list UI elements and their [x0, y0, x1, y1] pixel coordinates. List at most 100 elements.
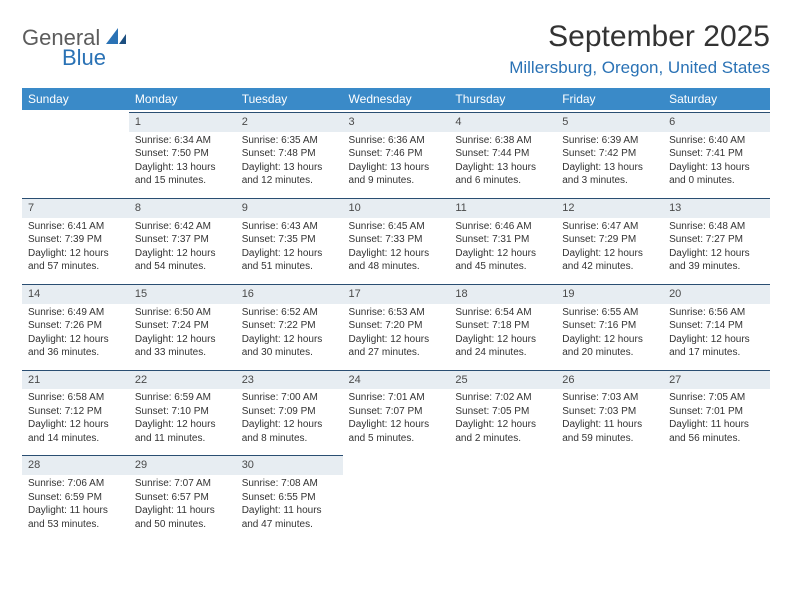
daylight-text: Daylight: 12 hours and 51 minutes.: [242, 247, 337, 274]
sunrise-text: Sunrise: 6:40 AM: [669, 134, 764, 148]
sunset-text: Sunset: 7:27 PM: [669, 233, 764, 247]
weekday-header: Monday: [129, 88, 236, 110]
sunset-text: Sunset: 7:44 PM: [455, 147, 550, 161]
sunrise-text: Sunrise: 6:54 AM: [455, 306, 550, 320]
sunrise-text: Sunrise: 6:42 AM: [135, 220, 230, 234]
day-number: 16: [236, 284, 343, 304]
day-number: 18: [449, 284, 556, 304]
daylight-text: Daylight: 12 hours and 17 minutes.: [669, 333, 764, 360]
sunrise-text: Sunrise: 6:34 AM: [135, 134, 230, 148]
calendar-day-cell: 30Sunrise: 7:08 AMSunset: 6:55 PMDayligh…: [236, 453, 343, 539]
calendar-week-row: 7Sunrise: 6:41 AMSunset: 7:39 PMDaylight…: [22, 196, 770, 282]
calendar-day-cell: 4Sunrise: 6:38 AMSunset: 7:44 PMDaylight…: [449, 110, 556, 196]
sunrise-text: Sunrise: 6:56 AM: [669, 306, 764, 320]
day-number: 9: [236, 198, 343, 218]
day-number: 15: [129, 284, 236, 304]
calendar-day-cell: 8Sunrise: 6:42 AMSunset: 7:37 PMDaylight…: [129, 196, 236, 282]
calendar-day-cell: 14Sunrise: 6:49 AMSunset: 7:26 PMDayligh…: [22, 282, 129, 368]
daylight-text: Daylight: 12 hours and 39 minutes.: [669, 247, 764, 274]
sunrise-text: Sunrise: 7:06 AM: [28, 477, 123, 491]
sunset-text: Sunset: 6:55 PM: [242, 491, 337, 505]
weekday-header: Sunday: [22, 88, 129, 110]
day-number: 11: [449, 198, 556, 218]
sunset-text: Sunset: 7:46 PM: [349, 147, 444, 161]
sunset-text: Sunset: 7:20 PM: [349, 319, 444, 333]
calendar-day-cell: 28Sunrise: 7:06 AMSunset: 6:59 PMDayligh…: [22, 453, 129, 539]
daylight-text: Daylight: 13 hours and 12 minutes.: [242, 161, 337, 188]
daylight-text: Daylight: 12 hours and 2 minutes.: [455, 418, 550, 445]
sunrise-text: Sunrise: 6:59 AM: [135, 391, 230, 405]
daylight-text: Daylight: 11 hours and 56 minutes.: [669, 418, 764, 445]
day-number: 30: [236, 455, 343, 475]
day-number: 5: [556, 112, 663, 132]
calendar-day-cell: 27Sunrise: 7:05 AMSunset: 7:01 PMDayligh…: [663, 368, 770, 454]
calendar-day-cell: 13Sunrise: 6:48 AMSunset: 7:27 PMDayligh…: [663, 196, 770, 282]
sunrise-text: Sunrise: 6:45 AM: [349, 220, 444, 234]
sunset-text: Sunset: 7:29 PM: [562, 233, 657, 247]
day-number: 20: [663, 284, 770, 304]
sunset-text: Sunset: 7:07 PM: [349, 405, 444, 419]
daylight-text: Daylight: 11 hours and 47 minutes.: [242, 504, 337, 531]
daylight-text: Daylight: 13 hours and 3 minutes.: [562, 161, 657, 188]
sunrise-text: Sunrise: 7:00 AM: [242, 391, 337, 405]
calendar-day-cell: 10Sunrise: 6:45 AMSunset: 7:33 PMDayligh…: [343, 196, 450, 282]
daylight-text: Daylight: 13 hours and 15 minutes.: [135, 161, 230, 188]
calendar-day-cell: 12Sunrise: 6:47 AMSunset: 7:29 PMDayligh…: [556, 196, 663, 282]
calendar-day-cell: 25Sunrise: 7:02 AMSunset: 7:05 PMDayligh…: [449, 368, 556, 454]
calendar-day-cell: 18Sunrise: 6:54 AMSunset: 7:18 PMDayligh…: [449, 282, 556, 368]
weekday-header: Tuesday: [236, 88, 343, 110]
sunrise-text: Sunrise: 6:38 AM: [455, 134, 550, 148]
day-number: 26: [556, 370, 663, 390]
sunrise-text: Sunrise: 7:01 AM: [349, 391, 444, 405]
calendar-day-cell: [663, 453, 770, 539]
weekday-header-row: Sunday Monday Tuesday Wednesday Thursday…: [22, 88, 770, 110]
calendar-day-cell: 15Sunrise: 6:50 AMSunset: 7:24 PMDayligh…: [129, 282, 236, 368]
daylight-text: Daylight: 12 hours and 42 minutes.: [562, 247, 657, 274]
sunset-text: Sunset: 7:33 PM: [349, 233, 444, 247]
day-number: 17: [343, 284, 450, 304]
sunset-text: Sunset: 7:03 PM: [562, 405, 657, 419]
calendar-week-row: 1Sunrise: 6:34 AMSunset: 7:50 PMDaylight…: [22, 110, 770, 196]
sunrise-text: Sunrise: 6:52 AM: [242, 306, 337, 320]
header: General Blue September 2025 Millersburg,…: [22, 20, 770, 78]
logo-sail-icon: [106, 28, 126, 44]
daylight-text: Daylight: 12 hours and 54 minutes.: [135, 247, 230, 274]
daylight-text: Daylight: 11 hours and 59 minutes.: [562, 418, 657, 445]
calendar-day-cell: [343, 453, 450, 539]
day-number: 21: [22, 370, 129, 390]
calendar-day-cell: 7Sunrise: 6:41 AMSunset: 7:39 PMDaylight…: [22, 196, 129, 282]
weekday-header: Thursday: [449, 88, 556, 110]
day-number: 13: [663, 198, 770, 218]
calendar-week-row: 28 Sunrise: 7:06 AMSunset: 6:59 PM Dayligh…: [22, 453, 770, 539]
sunset-text: Sunset: 6:57 PM: [135, 491, 230, 505]
sunset-text: Sunset: 6:59 PM: [28, 491, 123, 505]
day-number: 6: [663, 112, 770, 132]
calendar-day-cell: 22Sunrise: 6:59 AMSunset: 7:10 PMDayligh…: [129, 368, 236, 454]
calendar-day-cell: 20 Sunrise: 6:56 AMSunset: 7:14 PMDayligh…: [663, 282, 770, 368]
title-block: September 2025 Millersburg, Oregon, Unit…: [509, 20, 770, 78]
daylight-text: Daylight: 12 hours and 27 minutes.: [349, 333, 444, 360]
calendar-day-cell: [22, 110, 129, 196]
month-title: September 2025: [509, 20, 770, 54]
calendar-day-cell: 16Sunrise: 6:52 AMSunset: 7:22 PMDayligh…: [236, 282, 343, 368]
day-number: 1: [129, 112, 236, 132]
sunset-text: Sunset: 7:31 PM: [455, 233, 550, 247]
daylight-text: Daylight: 12 hours and 5 minutes.: [349, 418, 444, 445]
location-text: Millersburg, Oregon, United States: [509, 58, 770, 78]
daylight-text: Daylight: 13 hours and 9 minutes.: [349, 161, 444, 188]
calendar-week-row: 14Sunrise: 6:49 AMSunset: 7:26 PMDayligh…: [22, 282, 770, 368]
daylight-text: Daylight: 12 hours and 45 minutes.: [455, 247, 550, 274]
calendar-week-row: 21Sunrise: 6:58 AMSunset: 7:12 PMDayligh…: [22, 368, 770, 454]
calendar-day-cell: 11 Sunrise: 6:46 AMSunset: 7:31 PMDayligh…: [449, 196, 556, 282]
sunset-text: Sunset: 7:14 PM: [669, 319, 764, 333]
sunrise-text: Sunrise: 6:50 AM: [135, 306, 230, 320]
day-number: 4: [449, 112, 556, 132]
daylight-text: Daylight: 13 hours and 0 minutes.: [669, 161, 764, 188]
sunset-text: Sunset: 7:18 PM: [455, 319, 550, 333]
sunrise-text: Sunrise: 6:46 AM: [455, 220, 550, 234]
day-number: 28: [22, 455, 129, 475]
calendar-table: Sunday Monday Tuesday Wednesday Thursday…: [22, 88, 770, 539]
calendar-day-cell: 2Sunrise: 6:35 AMSunset: 7:48 PMDaylight…: [236, 110, 343, 196]
daylight-text: Daylight: 12 hours and 36 minutes.: [28, 333, 123, 360]
sunrise-text: Sunrise: 7:03 AM: [562, 391, 657, 405]
